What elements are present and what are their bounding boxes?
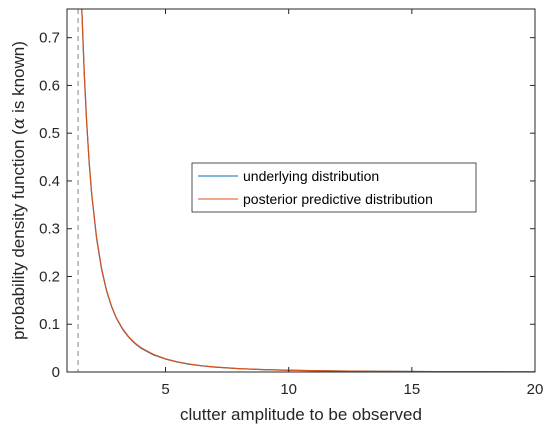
y-axis-title-symbol: α <box>9 117 29 129</box>
x-axis-title: clutter amplitude to be observed <box>180 405 422 424</box>
legend-label-posterior: posterior predictive distribution <box>243 191 433 207</box>
legend: underlying distribution posterior predic… <box>191 162 477 213</box>
legend-box <box>191 162 477 213</box>
plot-area <box>77 9 535 372</box>
y-axis-title-suffix: is known) <box>9 41 28 118</box>
x-tick-label: 20 <box>527 381 544 398</box>
axis-ticks: 5 10 15 20 0 0.1 0.2 0.3 0.4 0.5 0.6 0.7 <box>39 9 543 398</box>
y-tick-label: 0.4 <box>39 173 60 190</box>
y-tick-label: 0.3 <box>39 221 60 238</box>
y-axis-title-prefix: probability density function ( <box>9 129 28 340</box>
series-posterior-predictive <box>81 9 535 372</box>
y-axis-title: probability density function (α is known… <box>9 41 29 340</box>
x-tick-label: 15 <box>403 381 420 398</box>
axes-box <box>66 8 536 373</box>
y-tick-label: 0 <box>52 364 60 381</box>
x-tick-label: 10 <box>280 381 297 398</box>
y-tick-label: 0.1 <box>39 316 60 333</box>
y-tick-label: 0.2 <box>39 268 60 285</box>
legend-label-underlying: underlying distribution <box>243 168 379 184</box>
y-tick-label: 0.7 <box>39 30 60 47</box>
x-tick-label: 5 <box>161 381 169 398</box>
y-tick-label: 0.5 <box>39 125 60 142</box>
y-tick-label: 0.6 <box>39 77 60 94</box>
